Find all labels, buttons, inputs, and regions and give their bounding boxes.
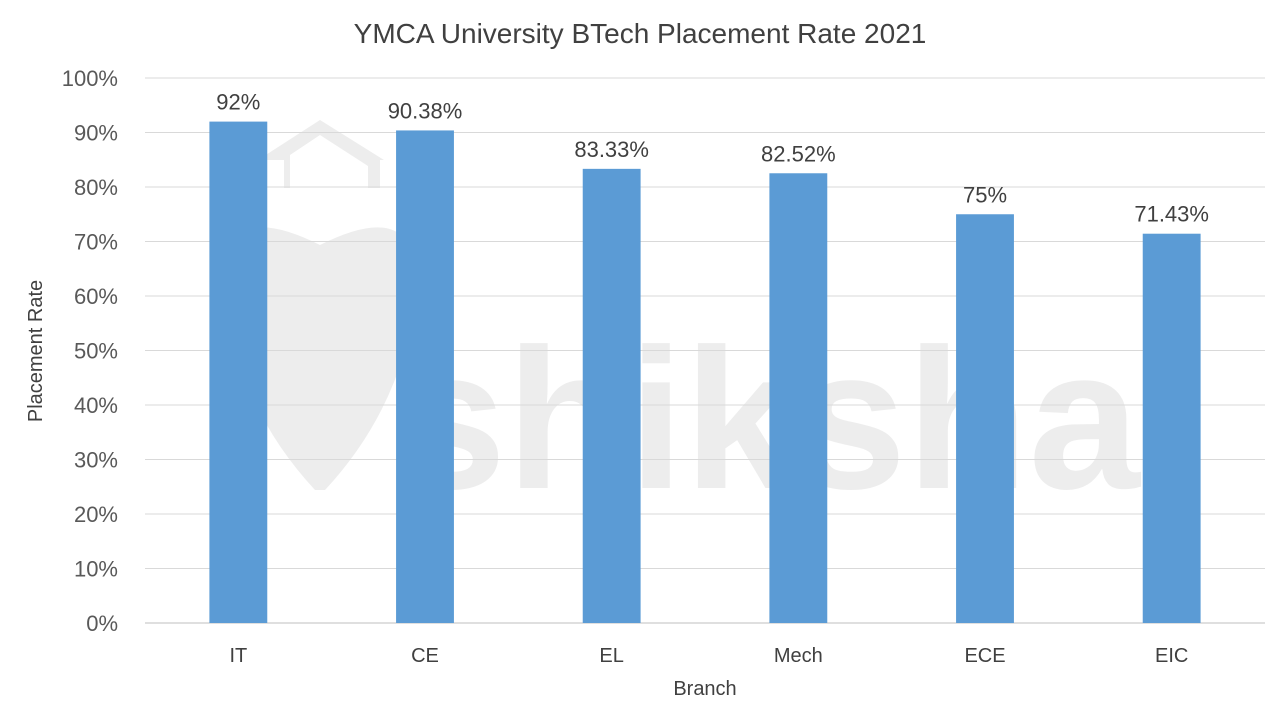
bar-eic [1142, 233, 1201, 624]
watermark-emblem-icon [225, 227, 415, 490]
x-tick-label-it: IT [229, 645, 247, 667]
chart-title: YMCA University BTech Placement Rate 202… [354, 18, 927, 49]
bar-ce [396, 130, 454, 623]
y-tick-label: 100% [62, 66, 118, 91]
y-tick-label: 30% [74, 448, 118, 473]
bars [209, 121, 1201, 624]
x-tick-label-ce: CE [411, 645, 439, 667]
y-axis-title: Placement Rate [25, 280, 47, 422]
x-tick-label-el: EL [599, 645, 623, 667]
y-tick-label: 10% [74, 557, 118, 582]
data-label-ece: 75% [963, 182, 1007, 207]
bar-ece [956, 214, 1014, 623]
x-tick-label-ece: ECE [964, 645, 1005, 667]
bar-el [582, 168, 641, 623]
x-tick-label-mech: Mech [774, 645, 823, 667]
data-label-el: 83.33% [574, 137, 649, 162]
y-tick-label: 70% [74, 230, 118, 255]
y-tick-label: 60% [74, 284, 118, 309]
bar-it [209, 121, 268, 623]
watermark-cap-icon [258, 120, 384, 188]
y-tick-label: 20% [74, 502, 118, 527]
data-labels: 92% 90.38% 83.33% 82.52% 75% 71.43% [216, 90, 1209, 227]
y-tick-label: 80% [74, 175, 118, 200]
x-axis-title: Branch [673, 678, 736, 700]
x-tick-label-eic: EIC [1155, 645, 1188, 667]
y-axis-ticks: 0% 10% 20% 30% 40% 50% 60% 70% 80% 90% 100% [62, 66, 118, 636]
gridlines [145, 77, 1265, 624]
x-axis-ticks: IT CE EL Mech ECE EIC [229, 645, 1188, 667]
y-tick-label: 50% [74, 339, 118, 364]
y-tick-label: 0% [86, 611, 118, 636]
watermark-logo: shiksha [225, 120, 1142, 531]
data-label-ce: 90.38% [388, 98, 463, 123]
y-tick-label: 40% [74, 393, 118, 418]
watermark-text: shiksha [395, 308, 1142, 531]
data-label-it: 92% [216, 90, 260, 115]
data-label-mech: 82.52% [761, 141, 836, 166]
y-tick-label: 90% [74, 121, 118, 146]
bar-mech [769, 173, 828, 624]
data-label-eic: 71.43% [1134, 202, 1209, 227]
